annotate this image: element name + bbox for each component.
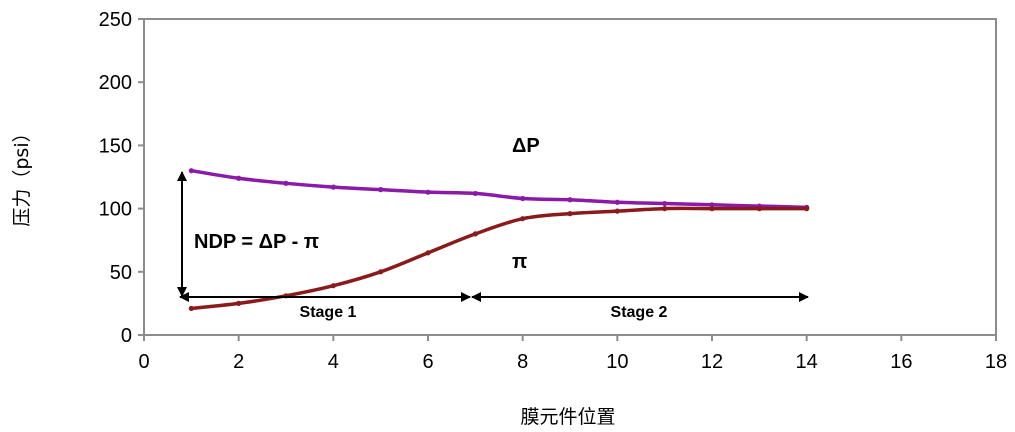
data-point: [188, 168, 194, 174]
data-point: [614, 199, 620, 205]
y-tick-label: 100: [99, 199, 132, 221]
x-axis: 0 2 4 6 8 10 12 14 16 18: [138, 335, 1007, 373]
x-tick-label: 10: [606, 351, 628, 373]
pi-label: π: [512, 251, 527, 273]
delta-p-label: ΔP: [512, 135, 540, 157]
data-point: [236, 175, 242, 181]
x-tick-label: 4: [328, 351, 339, 373]
data-point: [425, 189, 431, 195]
data-point: [188, 305, 194, 312]
data-point: [520, 195, 526, 202]
data-point: [330, 184, 336, 190]
data-point: [472, 231, 478, 237]
y-tick-label: 0: [121, 325, 132, 347]
x-tick-label: 16: [890, 351, 912, 373]
y-axis: 0 50 100 150 200 250: [99, 9, 144, 347]
y-tick-label: 200: [99, 72, 132, 94]
x-tick-label: 12: [701, 351, 723, 373]
data-point: [756, 206, 762, 212]
data-point: [567, 197, 573, 203]
x-tick-label: 14: [796, 351, 818, 373]
x-tick-label: 8: [517, 351, 528, 373]
stage1-label: Stage 1: [300, 304, 357, 321]
data-point: [378, 269, 384, 275]
data-point: [283, 180, 289, 186]
data-point: [520, 216, 526, 222]
ndp-label: NDP = ΔP - π: [194, 231, 319, 253]
data-point: [378, 187, 384, 193]
x-axis-label: 膜元件位置: [520, 406, 615, 428]
data-point: [662, 206, 668, 212]
x-tick-label: 6: [422, 351, 433, 373]
plot-area: [143, 18, 997, 336]
data-point: [709, 206, 715, 212]
stage2-label: Stage 2: [611, 304, 668, 321]
y-tick-label: 50: [110, 262, 132, 284]
x-tick-label: 18: [985, 351, 1007, 373]
data-point: [662, 200, 668, 207]
data-point: [804, 206, 810, 212]
data-point: [614, 208, 620, 214]
data-point: [567, 211, 573, 217]
y-axis-label: 压力（psi）: [11, 123, 33, 226]
x-tick-label: 0: [138, 351, 149, 373]
y-tick-label: 150: [99, 135, 132, 157]
data-point: [330, 283, 336, 289]
x-tick-label: 2: [233, 351, 244, 373]
data-point: [425, 250, 431, 256]
data-point: [236, 300, 242, 306]
y-tick-label: 250: [99, 9, 132, 31]
data-point: [709, 202, 715, 208]
series-line-delta-p: [191, 168, 807, 210]
data-point: [472, 190, 478, 197]
